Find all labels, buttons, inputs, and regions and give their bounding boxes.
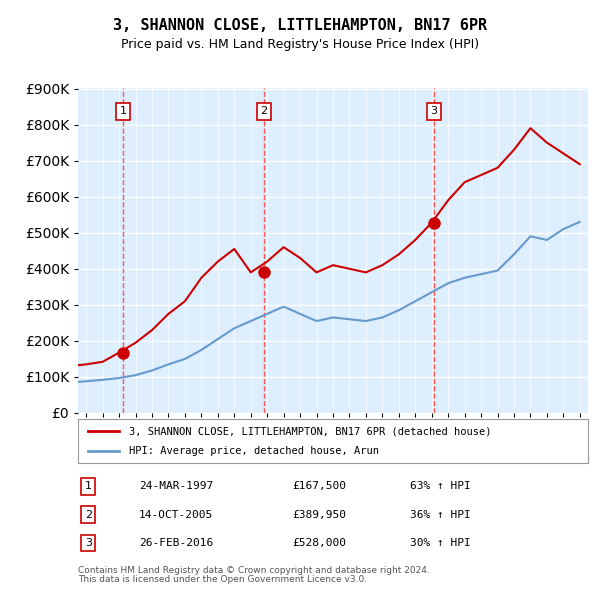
Text: Price paid vs. HM Land Registry's House Price Index (HPI): Price paid vs. HM Land Registry's House … bbox=[121, 38, 479, 51]
Text: 14-OCT-2005: 14-OCT-2005 bbox=[139, 510, 214, 520]
Text: 1: 1 bbox=[119, 106, 127, 116]
Text: 2: 2 bbox=[85, 510, 92, 520]
Text: £528,000: £528,000 bbox=[292, 538, 346, 548]
Text: 3: 3 bbox=[431, 106, 437, 116]
Text: 3: 3 bbox=[85, 538, 92, 548]
Text: 3, SHANNON CLOSE, LITTLEHAMPTON, BN17 6PR (detached house): 3, SHANNON CLOSE, LITTLEHAMPTON, BN17 6P… bbox=[129, 427, 491, 436]
Text: 2: 2 bbox=[260, 106, 268, 116]
Text: Contains HM Land Registry data © Crown copyright and database right 2024.: Contains HM Land Registry data © Crown c… bbox=[78, 566, 430, 575]
Text: HPI: Average price, detached house, Arun: HPI: Average price, detached house, Arun bbox=[129, 446, 379, 455]
Text: 3, SHANNON CLOSE, LITTLEHAMPTON, BN17 6PR: 3, SHANNON CLOSE, LITTLEHAMPTON, BN17 6P… bbox=[113, 18, 487, 32]
Text: 26-FEB-2016: 26-FEB-2016 bbox=[139, 538, 214, 548]
Text: This data is licensed under the Open Government Licence v3.0.: This data is licensed under the Open Gov… bbox=[78, 575, 367, 584]
Text: 63% ↑ HPI: 63% ↑ HPI bbox=[409, 481, 470, 491]
Text: 24-MAR-1997: 24-MAR-1997 bbox=[139, 481, 214, 491]
Text: 36% ↑ HPI: 36% ↑ HPI bbox=[409, 510, 470, 520]
Text: 30% ↑ HPI: 30% ↑ HPI bbox=[409, 538, 470, 548]
Text: £167,500: £167,500 bbox=[292, 481, 346, 491]
Text: 1: 1 bbox=[85, 481, 92, 491]
Text: £389,950: £389,950 bbox=[292, 510, 346, 520]
